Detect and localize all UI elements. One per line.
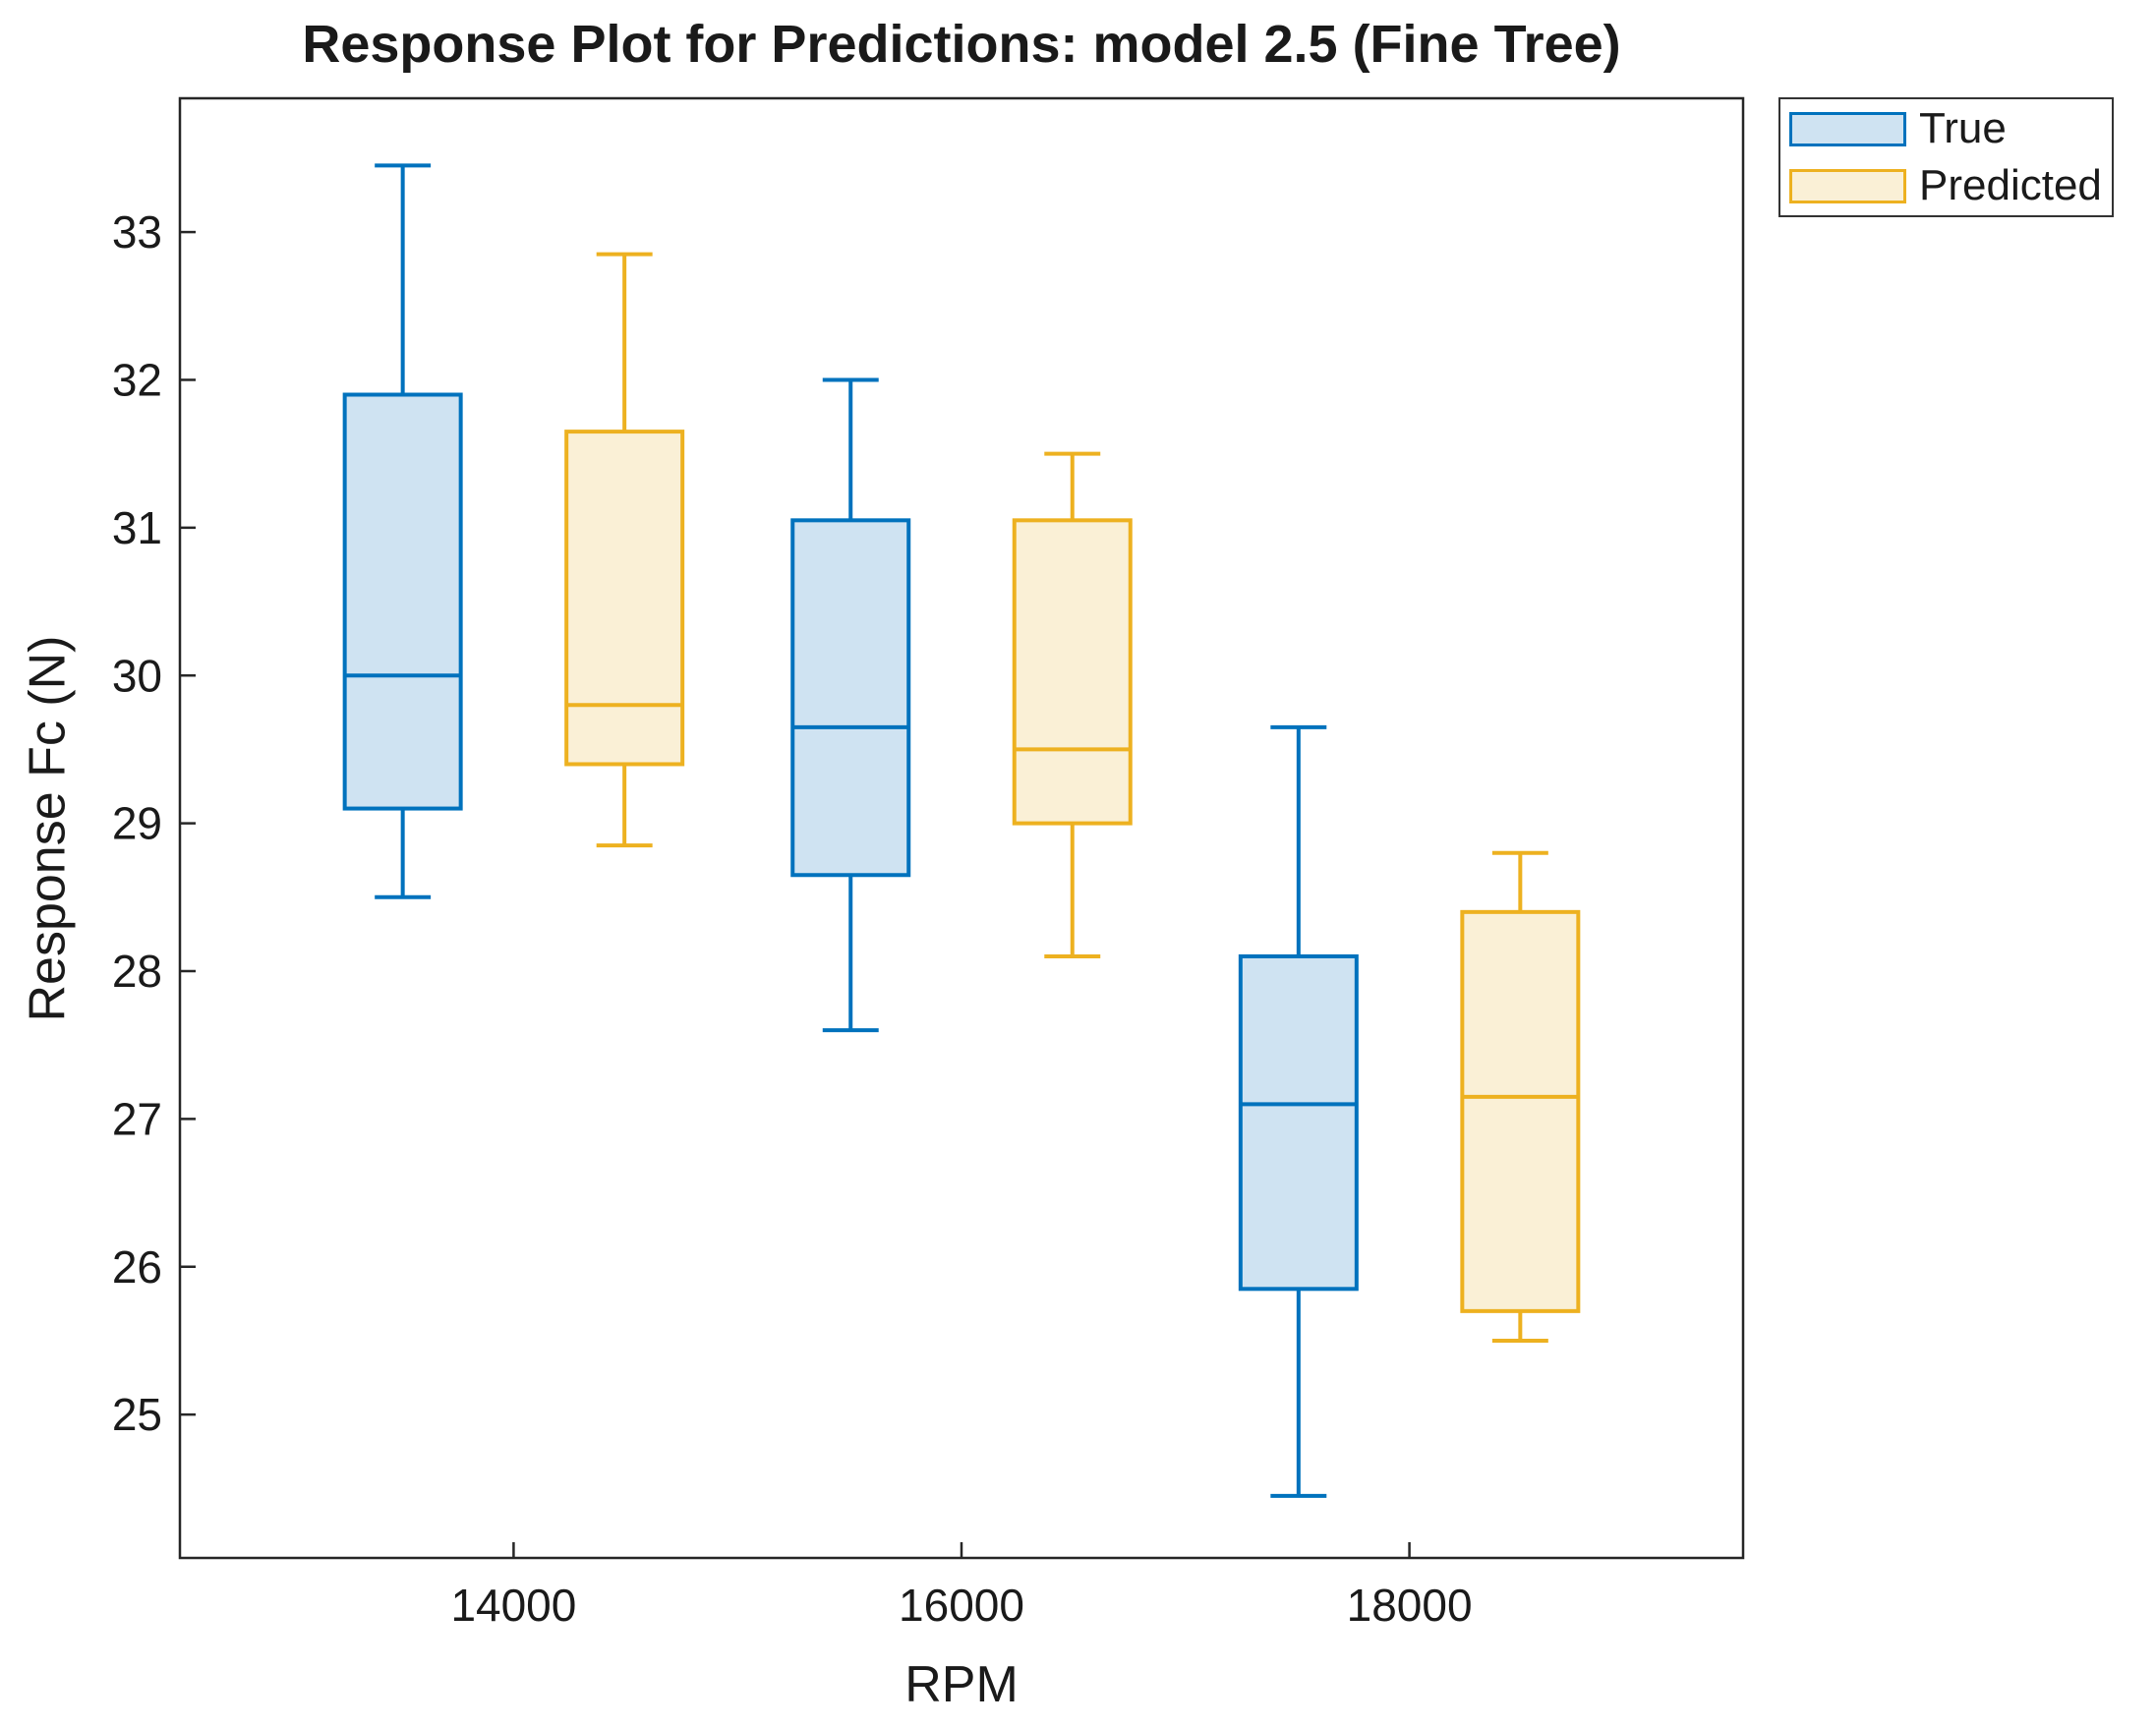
x-tick-label-16000: 16000 [899, 1580, 1024, 1631]
x-tick-label-14000: 14000 [450, 1580, 576, 1631]
legend: True Predicted [1778, 97, 2114, 217]
y-tick-label-25: 25 [112, 1389, 162, 1440]
box-true-14000 [342, 392, 463, 811]
y-tick-label-28: 28 [112, 946, 162, 997]
box-predicted-14000 [564, 430, 685, 767]
y-tick-label-29: 29 [112, 798, 162, 849]
y-tick-label-26: 26 [112, 1241, 162, 1293]
y-tick-label-33: 33 [112, 206, 162, 258]
box-true-16000 [790, 518, 911, 878]
y-tick-label-32: 32 [112, 355, 162, 406]
legend-swatch-true [1789, 111, 1906, 146]
box-predicted-18000 [1460, 909, 1581, 1313]
y-tick-label-30: 30 [112, 650, 162, 701]
legend-label-true: True [1919, 104, 2007, 152]
y-tick-label-27: 27 [112, 1093, 162, 1144]
box-predicted-16000 [1012, 518, 1133, 826]
box-true-18000 [1238, 953, 1359, 1292]
legend-entry-true: True [1789, 107, 2112, 150]
x-axis-label: RPM [904, 1656, 1019, 1713]
x-tick-label-18000: 18000 [1347, 1580, 1473, 1631]
legend-swatch-predicted [1789, 168, 1906, 203]
chart-title: Response Plot for Predictions: model 2.5… [302, 15, 1621, 74]
y-tick-label-31: 31 [112, 502, 162, 553]
legend-label-predicted: Predicted [1919, 161, 2102, 209]
legend-entry-predicted: Predicted [1789, 164, 2112, 207]
